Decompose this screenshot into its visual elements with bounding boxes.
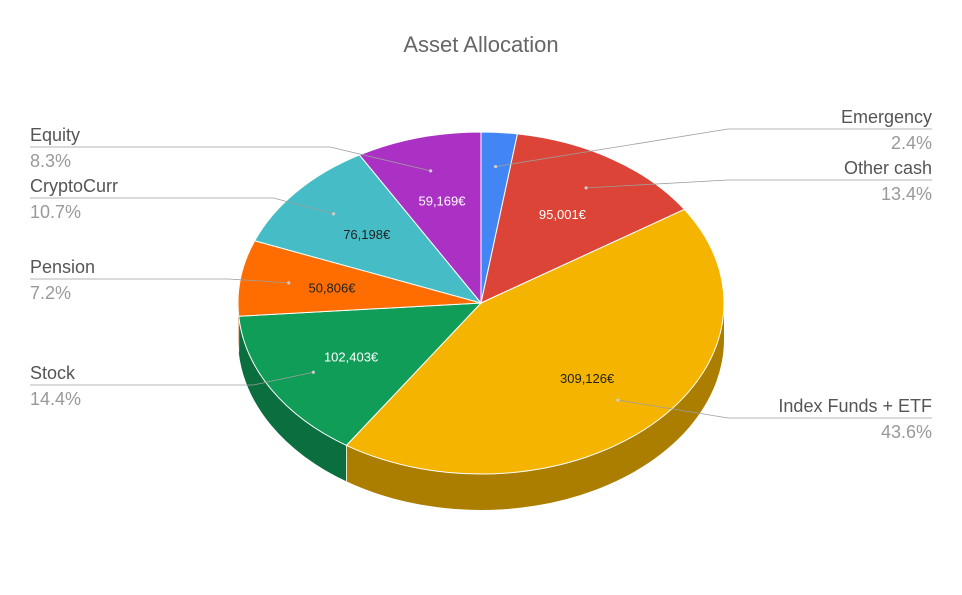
leader-line-stock [30,371,314,386]
leader-dot-equity [429,169,433,173]
slice-index-funds-etf [345,208,725,475]
legend-label-cryptocurr: CryptoCurr [30,176,118,196]
leader-line-emergency [495,128,932,167]
pie-slices [237,131,725,475]
legend-percent-cryptocurr: 10.7% [30,202,81,222]
legend-label-pension: Pension [30,257,95,277]
leader-dot-index-funds-etf [616,398,620,402]
leader-dot-emergency [494,164,498,169]
legend-label-index-funds-etf: Index Funds + ETF [778,396,932,416]
slice-cryptocurr [253,154,483,304]
legend-label-emergency: Emergency [841,107,932,127]
leader-line-other-cash [586,179,932,189]
legend-percent-pension: 7.2% [30,283,71,303]
legend-percent-stock: 14.4% [30,389,81,409]
legend-percent-emergency: 2.4% [891,133,932,153]
data-label-other-cash: 95,001€ [539,207,587,222]
leader-dot-stock [311,370,315,374]
slice-equity [358,131,482,305]
data-label-pension: 50,806€ [308,280,356,295]
legend-label-other-cash: Other cash [844,158,932,178]
leader-dot-pension [287,281,291,285]
legend-percent-equity: 8.3% [30,151,71,171]
chart-title: Asset Allocation [403,32,558,57]
legend-percent-other-cash: 13.4% [881,184,932,204]
legend-percent-index-funds-etf: 43.6% [881,422,932,442]
slice-labels: 95,001€ 309,126€ 102,403€ 50,806€ 76,198€ 59,… [30,107,932,442]
leader-lines [30,128,932,419]
leader-line-equity [30,146,431,172]
slice-stock [238,302,483,447]
leader-dot-cryptocurr [331,212,336,216]
slice-other-cash [480,133,686,304]
data-label-stock: 102,403€ [324,350,379,365]
leader-line-index-funds-etf [617,399,932,419]
leader-line-pension [30,278,289,284]
slice-side-stock [238,316,347,482]
slice-side-index-funds-etf [346,303,724,510]
data-label-cryptocurr: 76,198€ [343,227,391,242]
data-label-equity: 59,169€ [418,194,466,209]
leader-line-cryptocurr [30,197,334,215]
legend-label-stock: Stock [30,363,76,383]
slice-pension [237,240,482,317]
leader-dot-other-cash [584,186,588,190]
legend-label-equity: Equity [30,125,80,145]
data-label-index-funds-etf: 309,126€ [560,371,615,386]
